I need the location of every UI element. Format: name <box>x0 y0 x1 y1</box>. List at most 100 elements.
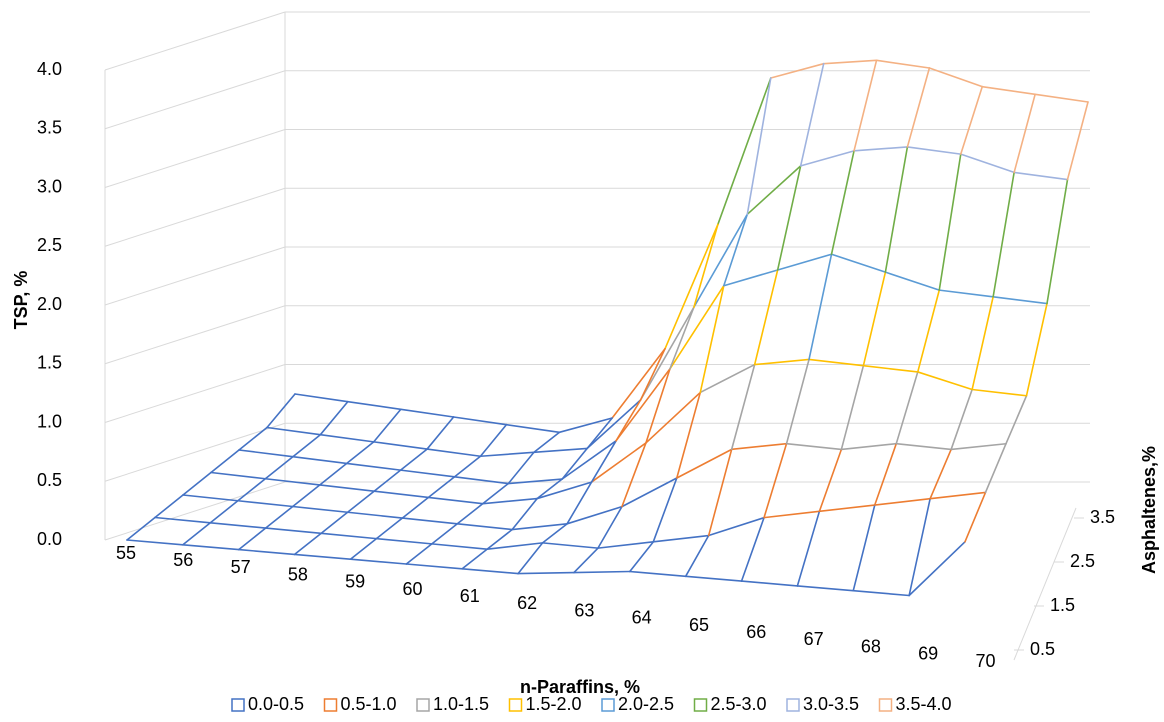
grid-line <box>104 364 286 423</box>
surface-segment <box>895 442 952 451</box>
surface-segment <box>818 504 876 513</box>
surface-segment <box>561 447 589 480</box>
surface-segment <box>684 575 743 582</box>
surface-segment <box>707 516 765 537</box>
surface-segment <box>349 558 408 565</box>
grid-line <box>104 187 286 247</box>
surface-segment <box>238 426 268 451</box>
surface-segment <box>182 494 239 502</box>
surface-segment <box>852 589 910 597</box>
surface-segment <box>558 417 614 434</box>
surface-segment <box>971 296 994 391</box>
legend-swatch <box>323 698 338 712</box>
grid-line <box>104 129 286 188</box>
surface-segment <box>753 358 810 366</box>
surface-segment <box>615 368 671 442</box>
surface-segment <box>452 416 508 426</box>
surface-segment <box>292 433 322 458</box>
surface-segment <box>908 540 966 597</box>
surface-segment <box>426 448 482 458</box>
grid-line <box>104 481 286 541</box>
surface-segment <box>237 548 296 556</box>
surface-segment <box>319 433 375 443</box>
surface-segment <box>1013 93 1036 174</box>
surface-segment <box>699 363 756 394</box>
surface-segment <box>992 171 1015 298</box>
surface-segment <box>373 469 402 493</box>
x-tick-label: 70 <box>975 651 995 671</box>
surface-segment <box>237 477 267 502</box>
surface-segment <box>722 213 749 287</box>
surface-segment <box>916 371 973 391</box>
surface-segment <box>431 543 489 550</box>
surface-segment <box>292 455 348 465</box>
surface-segment <box>401 496 430 519</box>
surface-segment <box>693 223 719 308</box>
z-tick-label: 1.0 <box>37 411 62 431</box>
surface-segment <box>264 455 294 480</box>
surface-segment <box>984 442 1007 494</box>
surface-segment <box>928 67 984 88</box>
surface-segment <box>639 306 695 401</box>
surface-segment <box>785 358 810 445</box>
surface-segment <box>319 400 349 436</box>
surface-segment <box>431 522 459 545</box>
surface-segment <box>853 59 878 152</box>
surface-segment <box>154 516 212 524</box>
surface-segment <box>126 516 156 541</box>
surface-segment <box>266 426 322 436</box>
surface-segment <box>621 477 678 508</box>
surface-segment <box>291 484 321 508</box>
legend-swatch <box>508 698 523 712</box>
surface-segment <box>652 534 710 543</box>
surface-segment <box>209 521 267 529</box>
z-tick-label: 4.0 <box>37 59 62 79</box>
y-axis-title: Asphaltenes,% <box>1139 446 1159 574</box>
surface-segment <box>675 448 733 479</box>
surface-segment <box>675 391 702 479</box>
surface-segment <box>830 150 855 256</box>
surface-segment <box>318 484 375 493</box>
surface-segment <box>621 442 647 508</box>
surface-segment <box>482 482 510 505</box>
surface-segment <box>586 417 614 450</box>
surface-segment <box>486 528 514 550</box>
surface-segment <box>154 494 184 519</box>
z-tick-label: 0.0 <box>37 529 62 549</box>
surface-segment <box>753 269 779 366</box>
surface-segment <box>511 497 539 531</box>
surface-segment <box>320 532 378 540</box>
surface-segment <box>707 448 733 537</box>
surface-segment <box>401 517 459 525</box>
surface-segment <box>645 368 671 444</box>
surface-segment <box>453 455 482 478</box>
surface-segment <box>427 476 456 499</box>
surface-segment <box>210 449 240 474</box>
surface-segment <box>517 542 544 575</box>
surface-segment <box>346 511 404 519</box>
surface-segment <box>717 77 772 226</box>
legend-label: 1.5-2.0 <box>526 694 582 714</box>
surface-segment <box>590 440 617 483</box>
surface-segment <box>399 408 455 418</box>
surface-segment <box>730 363 756 451</box>
legend-swatch <box>416 698 430 712</box>
surface-segment <box>929 491 987 500</box>
legend-swatch <box>231 698 245 712</box>
legend-swatch <box>786 698 800 712</box>
surface-segment <box>372 408 402 443</box>
surface-segment <box>808 358 865 367</box>
surface-segment <box>628 570 687 578</box>
surface-segment <box>938 153 962 291</box>
surface-segment <box>1025 302 1048 397</box>
surface-segment <box>818 448 843 513</box>
surface-segment <box>318 462 348 486</box>
surface-segment <box>769 62 825 79</box>
surface-segment <box>906 67 931 148</box>
surface-segment <box>482 497 539 505</box>
surface-segment <box>950 442 1007 451</box>
surface-segment <box>840 442 898 451</box>
surface-segment <box>372 441 428 450</box>
surface-segment <box>785 442 843 451</box>
surface-segment <box>908 497 931 597</box>
